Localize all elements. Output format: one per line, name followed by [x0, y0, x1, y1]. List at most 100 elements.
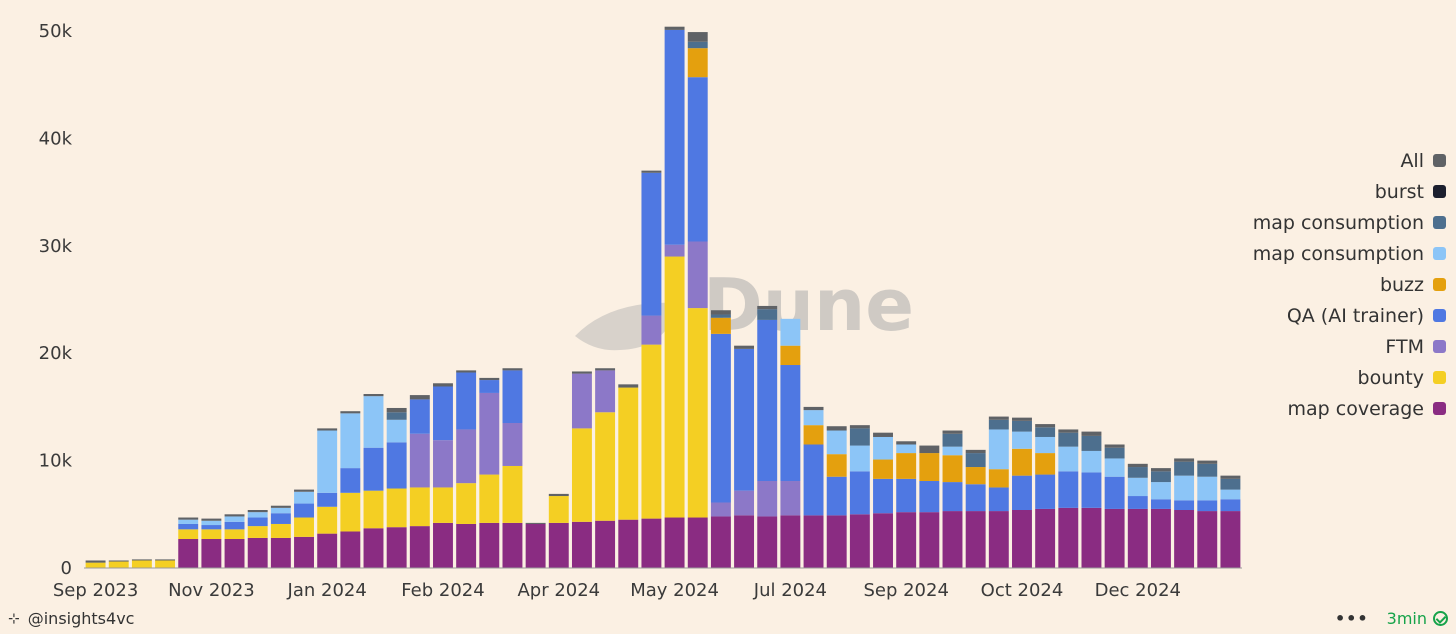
bar-segment-all-12[interactable]: [363, 394, 384, 397]
bar-segment-all-48[interactable]: [1197, 460, 1218, 464]
bar-segment-all-46[interactable]: [1150, 468, 1171, 472]
bar-segment-all-8[interactable]: [270, 505, 291, 508]
bar-segment-map-coverage-37[interactable]: [942, 511, 963, 568]
bar-segment-map-consumption-dark-26[interactable]: [687, 41, 708, 49]
bar-segment-map-consumption-light-4[interactable]: [178, 519, 199, 524]
bar-segment-map-consumption-light-49[interactable]: [1220, 489, 1241, 500]
bar-segment-map-coverage-25[interactable]: [664, 517, 685, 568]
bar-segment-map-consumption-light-30[interactable]: [780, 318, 801, 346]
bar-segment-map-coverage-41[interactable]: [1035, 508, 1056, 568]
bar-segment-bounty-14[interactable]: [409, 487, 430, 527]
bar-segment-qa-ai-trainer-31[interactable]: [803, 444, 824, 516]
bar-segment-map-consumption-light-46[interactable]: [1150, 482, 1171, 500]
bar-segment-map-consumption-light-12[interactable]: [363, 396, 384, 448]
bar-segment-map-coverage-48[interactable]: [1197, 511, 1218, 568]
bar-segment-ftm-25[interactable]: [664, 244, 685, 257]
bar-segment-ftm-16[interactable]: [456, 429, 477, 484]
bar-segment-qa-ai-trainer-39[interactable]: [988, 487, 1009, 512]
bar-segment-map-coverage-11[interactable]: [340, 531, 361, 568]
author-handle[interactable]: @insights4vc: [27, 609, 135, 628]
legend-item[interactable]: All: [1253, 145, 1446, 176]
bar-segment-qa-ai-trainer-41[interactable]: [1035, 474, 1056, 509]
bar-segment-map-coverage-19[interactable]: [525, 523, 546, 568]
bar-segment-bounty-8[interactable]: [270, 523, 291, 538]
bar-segment-all-44[interactable]: [1104, 444, 1125, 448]
bar-segment-map-consumption-dark-42[interactable]: [1058, 432, 1079, 447]
bar-segment-map-coverage-10[interactable]: [317, 533, 338, 568]
bar-segment-bounty-1[interactable]: [108, 561, 129, 568]
bar-segment-map-coverage-36[interactable]: [919, 512, 940, 568]
bar-segment-qa-ai-trainer-18[interactable]: [502, 370, 523, 424]
more-options-icon[interactable]: •••: [1334, 609, 1369, 628]
footer-author[interactable]: ⊹ @insights4vc: [8, 609, 134, 628]
bar-segment-ftm-29[interactable]: [757, 481, 778, 517]
bar-segment-bounty-6[interactable]: [224, 529, 245, 540]
bar-segment-qa-ai-trainer-5[interactable]: [201, 525, 222, 530]
bar-segment-ftm-28[interactable]: [734, 490, 755, 516]
bar-segment-buzz-39[interactable]: [988, 469, 1009, 488]
bar-segment-ftm-26[interactable]: [687, 241, 708, 309]
bar-segment-all-4[interactable]: [178, 517, 199, 520]
bar-segment-map-coverage-32[interactable]: [826, 515, 847, 568]
bar-segment-map-coverage-46[interactable]: [1150, 508, 1171, 568]
bar-segment-all-3[interactable]: [155, 559, 176, 561]
bar-segment-buzz-31[interactable]: [803, 425, 824, 445]
bar-segment-qa-ai-trainer-40[interactable]: [1012, 475, 1032, 511]
legend-item[interactable]: map consumption: [1253, 238, 1446, 269]
bar-segment-map-consumption-light-6[interactable]: [224, 516, 245, 522]
bar-segment-all-22[interactable]: [595, 368, 616, 371]
bar-segment-qa-ai-trainer-11[interactable]: [340, 468, 361, 493]
bar-segment-map-coverage-44[interactable]: [1104, 508, 1125, 568]
bar-segment-buzz-40[interactable]: [1012, 448, 1032, 476]
bar-segment-qa-ai-trainer-9[interactable]: [294, 503, 314, 518]
bar-segment-map-consumption-light-31[interactable]: [803, 410, 824, 426]
bar-segment-bounty-11[interactable]: [340, 492, 361, 532]
bar-segment-map-consumption-dark-48[interactable]: [1197, 463, 1218, 477]
bar-segment-ftm-14[interactable]: [409, 433, 430, 488]
bar-segment-all-42[interactable]: [1058, 429, 1079, 433]
bar-segment-map-coverage-23[interactable]: [618, 519, 639, 568]
bar-segment-map-consumption-light-8[interactable]: [270, 507, 291, 514]
bar-segment-map-consumption-light-13[interactable]: [386, 419, 407, 443]
bar-segment-bounty-17[interactable]: [479, 474, 500, 523]
bar-segment-bounty-15[interactable]: [433, 487, 453, 523]
bar-segment-map-coverage-26[interactable]: [687, 517, 708, 568]
bar-segment-map-consumption-light-7[interactable]: [247, 512, 268, 518]
bar-segment-map-coverage-28[interactable]: [734, 515, 755, 568]
bar-segment-map-consumption-light-9[interactable]: [294, 491, 314, 504]
bar-segment-buzz-27[interactable]: [710, 317, 731, 334]
bar-segment-qa-ai-trainer-16[interactable]: [456, 372, 477, 430]
bar-segment-map-consumption-dark-33[interactable]: [849, 428, 870, 446]
bar-segment-map-coverage-29[interactable]: [757, 516, 778, 568]
bar-segment-map-coverage-4[interactable]: [178, 539, 199, 568]
bar-segment-map-consumption-light-34[interactable]: [873, 436, 893, 460]
bar-segment-map-consumption-light-5[interactable]: [201, 520, 222, 526]
bar-segment-buzz-34[interactable]: [873, 459, 893, 479]
bar-segment-map-consumption-light-40[interactable]: [1012, 431, 1032, 449]
bar-segment-all-17[interactable]: [479, 377, 500, 381]
bar-segment-qa-ai-trainer-34[interactable]: [873, 478, 893, 514]
bar-segment-map-consumption-light-11[interactable]: [340, 413, 361, 469]
bar-segment-map-consumption-light-42[interactable]: [1058, 446, 1079, 472]
bar-segment-qa-ai-trainer-49[interactable]: [1220, 499, 1241, 512]
bar-segment-qa-ai-trainer-27[interactable]: [710, 333, 731, 503]
bar-segment-all-29[interactable]: [757, 305, 778, 310]
bar-segment-map-consumption-dark-47[interactable]: [1174, 461, 1195, 476]
bar-segment-all-7[interactable]: [247, 510, 268, 513]
bar-segment-bounty-2[interactable]: [131, 560, 152, 568]
bar-segment-map-coverage-45[interactable]: [1127, 508, 1148, 568]
bar-segment-all-0[interactable]: [85, 560, 106, 563]
bar-segment-map-consumption-light-37[interactable]: [942, 446, 963, 456]
bar-segment-map-coverage-22[interactable]: [595, 520, 616, 568]
bar-segment-qa-ai-trainer-29[interactable]: [757, 319, 778, 482]
bar-segment-bounty-10[interactable]: [317, 506, 338, 534]
bar-segment-map-consumption-dark-40[interactable]: [1012, 420, 1032, 432]
bar-segment-all-9[interactable]: [294, 489, 314, 492]
bar-segment-map-consumption-light-43[interactable]: [1081, 450, 1102, 473]
bar-segment-qa-ai-trainer-12[interactable]: [363, 447, 384, 491]
bar-segment-all-43[interactable]: [1081, 431, 1102, 436]
bar-segment-buzz-32[interactable]: [826, 454, 847, 477]
bar-segment-qa-ai-trainer-7[interactable]: [247, 517, 268, 527]
bar-segment-all-34[interactable]: [873, 432, 893, 437]
bar-segment-map-coverage-21[interactable]: [571, 521, 592, 568]
